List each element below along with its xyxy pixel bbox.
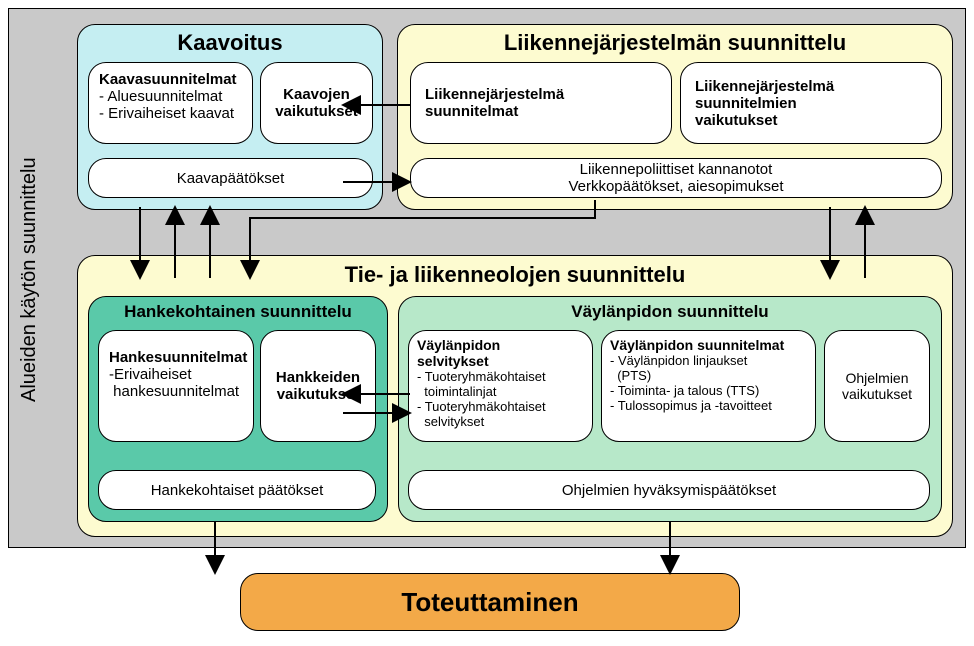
liikenne-paatokset-box: Liikennepoliittiset kannanotot Verkkopää…	[410, 158, 942, 198]
vayla-suunnitelmat-items: - Väylänpidon linjaukset (PTS) - Toimint…	[610, 353, 807, 413]
hankesuunnitelmat-box: Hankesuunnitelmat -Erivaiheiset hankesuu…	[98, 330, 254, 442]
toteuttaminen-text: Toteuttaminen	[401, 587, 578, 618]
kaavasuunnitelmat-box: Kaavasuunnitelmat - Aluesuunnitelmat - E…	[88, 62, 253, 144]
kaavojen-vaikutukset-box: Kaavojen vaikutukset	[260, 62, 373, 144]
kaavasuunnitelmat-items: - Aluesuunnitelmat - Erivaiheiset kaavat	[99, 88, 242, 122]
hankkeiden-vaikutukset-text: Hankkeiden vaikutukset	[276, 369, 360, 403]
kaavapaatokset-text: Kaavapäätökset	[177, 170, 285, 187]
hankkeiden-vaikutukset-box: Hankkeiden vaikutukset	[260, 330, 376, 442]
hankesuunnitelmat-title: Hankesuunnitelmat	[109, 349, 243, 366]
liikenne-vaikutukset-box: Liikennejärjestelmä suunnitelmien vaikut…	[680, 62, 942, 144]
hankesuunnitelmat-items: -Erivaiheiset hankesuunnitelmat	[109, 366, 243, 400]
vayla-paatokset-text: Ohjelmien hyväksymispäätökset	[562, 482, 776, 499]
vayla-suunnitelmat-box: Väylänpidon suunnitelmat - Väylänpidon l…	[601, 330, 816, 442]
kaavojen-vaikutukset-text: Kaavojen vaikutukset	[275, 86, 358, 120]
vayla-selvitykset-title: Väylänpidon selvitykset	[417, 337, 584, 369]
liikenne-paatokset-text: Liikennepoliittiset kannanotot Verkkopää…	[568, 161, 783, 195]
tie-title: Tie- ja liikenneolojen suunnittelu	[77, 262, 953, 288]
vertical-label: Alueiden käytön suunnittelu	[18, 80, 46, 480]
kaavapaatokset-box: Kaavapäätökset	[88, 158, 373, 198]
vayla-selvitykset-items: - Tuoteryhmäkohtaiset toimintalinjat - T…	[417, 369, 584, 429]
vayla-paatokset-box: Ohjelmien hyväksymispäätökset	[408, 470, 930, 510]
kaavoitus-title: Kaavoitus	[77, 30, 383, 56]
kaavasuunnitelmat-title: Kaavasuunnitelmat	[99, 71, 242, 88]
liikenne-suunnitelmat-box: Liikennejärjestelmä suunnitelmat	[410, 62, 672, 144]
liikenne-vaikutukset-text: Liikennejärjestelmä suunnitelmien vaikut…	[681, 78, 834, 129]
vayla-suunnitelmat-title: Väylänpidon suunnitelmat	[610, 337, 807, 353]
diagram-canvas: Alueiden käytön suunnittelu Kaavoitus Ka…	[0, 0, 974, 646]
toteuttaminen-box: Toteuttaminen	[240, 573, 740, 631]
hanke-title: Hankekohtainen suunnittelu	[88, 302, 388, 322]
vayla-selvitykset-box: Väylänpidon selvitykset - Tuoteryhmäkoht…	[408, 330, 593, 442]
liikenne-suunnitelmat-text: Liikennejärjestelmä suunnitelmat	[411, 86, 564, 120]
liikenne-title: Liikennejärjestelmän suunnittelu	[397, 30, 953, 56]
ohjelmien-vaikutukset-box: Ohjelmien vaikutukset	[824, 330, 930, 442]
vayla-title: Väylänpidon suunnittelu	[398, 302, 942, 322]
hanke-paatokset-text: Hankekohtaiset päätökset	[151, 482, 324, 499]
ohjelmien-vaikutukset-text: Ohjelmien vaikutukset	[842, 370, 912, 402]
hanke-paatokset-box: Hankekohtaiset päätökset	[98, 470, 376, 510]
